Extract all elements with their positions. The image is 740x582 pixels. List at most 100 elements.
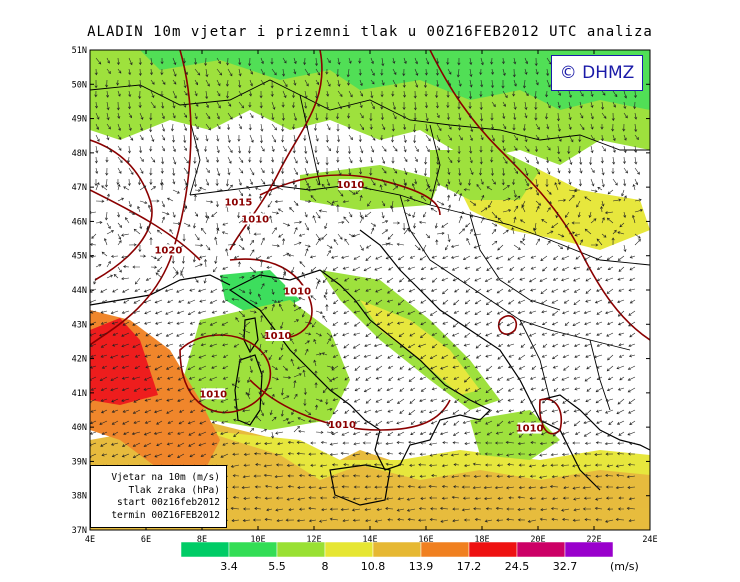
wind-arrow	[221, 231, 229, 235]
wind-zone-ionian	[470, 410, 560, 460]
wind-arrow	[143, 376, 152, 381]
wind-arrow	[161, 156, 165, 165]
wind-arrow	[380, 90, 384, 98]
wind-arrow	[457, 90, 461, 99]
wind-zone-north-green	[90, 50, 650, 110]
wind-arrow	[199, 186, 207, 191]
wind-arrow	[579, 239, 583, 246]
wind-arrow	[628, 288, 636, 292]
wind-arrow	[452, 277, 460, 282]
wind-arrow	[562, 518, 570, 522]
wind-arrow	[556, 112, 560, 122]
wind-arrow	[431, 343, 438, 349]
lon-label: 22E	[586, 535, 601, 545]
wind-arrow	[359, 90, 363, 97]
wind-arrow	[315, 178, 320, 186]
wind-arrow	[289, 207, 295, 213]
wind-arrow	[214, 236, 218, 246]
wind-arrow	[391, 134, 395, 143]
wind-arrow	[260, 167, 265, 174]
wind-arrow	[397, 474, 404, 478]
wind-arrow	[227, 156, 232, 164]
wind-arrow	[418, 310, 427, 315]
wind-arrow	[425, 233, 430, 239]
wind-arrow	[396, 310, 405, 315]
wind-arrow	[293, 348, 297, 356]
wind-arrow	[496, 474, 504, 478]
wind-arrow	[436, 123, 442, 132]
wind-arrow	[132, 409, 141, 414]
legend-colorbar	[180, 541, 614, 558]
wind-arrow	[193, 194, 197, 202]
wind-arrow	[293, 425, 300, 433]
wind-arrow	[634, 238, 641, 246]
wind-arrow	[100, 310, 108, 314]
wind-arrow	[590, 134, 595, 141]
wind-arrow	[326, 338, 331, 345]
wind-arrow	[595, 431, 603, 436]
wind-arrow	[332, 266, 339, 271]
wind-arrow	[117, 266, 122, 273]
wind-arrow	[418, 365, 427, 370]
wind-arrow	[310, 441, 316, 445]
wind-arrow	[180, 266, 185, 274]
wind-arrow	[381, 229, 389, 235]
wind-arrow	[366, 321, 372, 327]
wind-arrow	[116, 178, 120, 186]
wind-arrow	[172, 156, 177, 165]
wind-arrow	[546, 134, 550, 141]
wind-arrow	[274, 475, 284, 479]
wind-arrow	[270, 58, 274, 65]
lat-label: 51N	[72, 46, 87, 56]
isobar-label-bg	[226, 196, 251, 208]
wind-arrow	[436, 57, 440, 65]
wind-arrow	[165, 310, 174, 315]
wind-arrow	[326, 200, 334, 206]
wind-arrow	[588, 211, 592, 218]
wind-arrow	[164, 288, 174, 293]
wind-arrow	[618, 431, 625, 436]
wind-arrow	[430, 420, 438, 425]
wind-arrow	[271, 393, 275, 400]
wind-arrow	[611, 123, 615, 132]
wind-arrow	[282, 79, 288, 88]
wind-arrow	[553, 387, 559, 392]
wind-arrow	[445, 244, 449, 251]
wind-arrow	[255, 463, 262, 467]
wind-arrow	[326, 250, 331, 257]
wind-arrow	[388, 266, 394, 271]
wind-arrow	[611, 112, 615, 122]
wind-arrow	[573, 266, 581, 270]
wind-arrow	[315, 156, 320, 165]
wind-arrow	[271, 244, 280, 248]
wind-arrow	[146, 228, 152, 235]
wind-arrow	[464, 310, 471, 315]
wind-arrow	[431, 387, 438, 391]
wind-arrow	[607, 354, 614, 361]
wind-arrow	[441, 354, 449, 359]
wind-arrow	[429, 453, 438, 457]
wind-arrow	[472, 486, 482, 490]
wind-arrow	[541, 321, 548, 325]
wind-arrow	[370, 222, 377, 227]
wind-arrow	[425, 112, 429, 122]
wind-arrow	[552, 365, 559, 369]
wind-arrow	[403, 182, 407, 191]
wind-arrow	[123, 299, 130, 304]
wind-arrow	[623, 167, 628, 174]
wind-arrow	[235, 317, 240, 323]
wind-arrow	[408, 376, 416, 382]
wind-arrow	[403, 199, 410, 203]
wind-arrow	[535, 200, 542, 206]
lon-label: 4E	[85, 535, 95, 545]
wind-arrow	[231, 519, 240, 523]
wind-arrow	[568, 156, 573, 165]
wind-arrow	[128, 134, 134, 141]
wind-arrow	[376, 474, 383, 478]
wind-arrow	[553, 255, 559, 260]
wind-arrow	[342, 266, 350, 270]
wind-arrow	[601, 178, 605, 188]
wind-arrow	[454, 387, 460, 392]
wind-arrow	[144, 420, 152, 424]
wind-arrow	[396, 242, 405, 246]
